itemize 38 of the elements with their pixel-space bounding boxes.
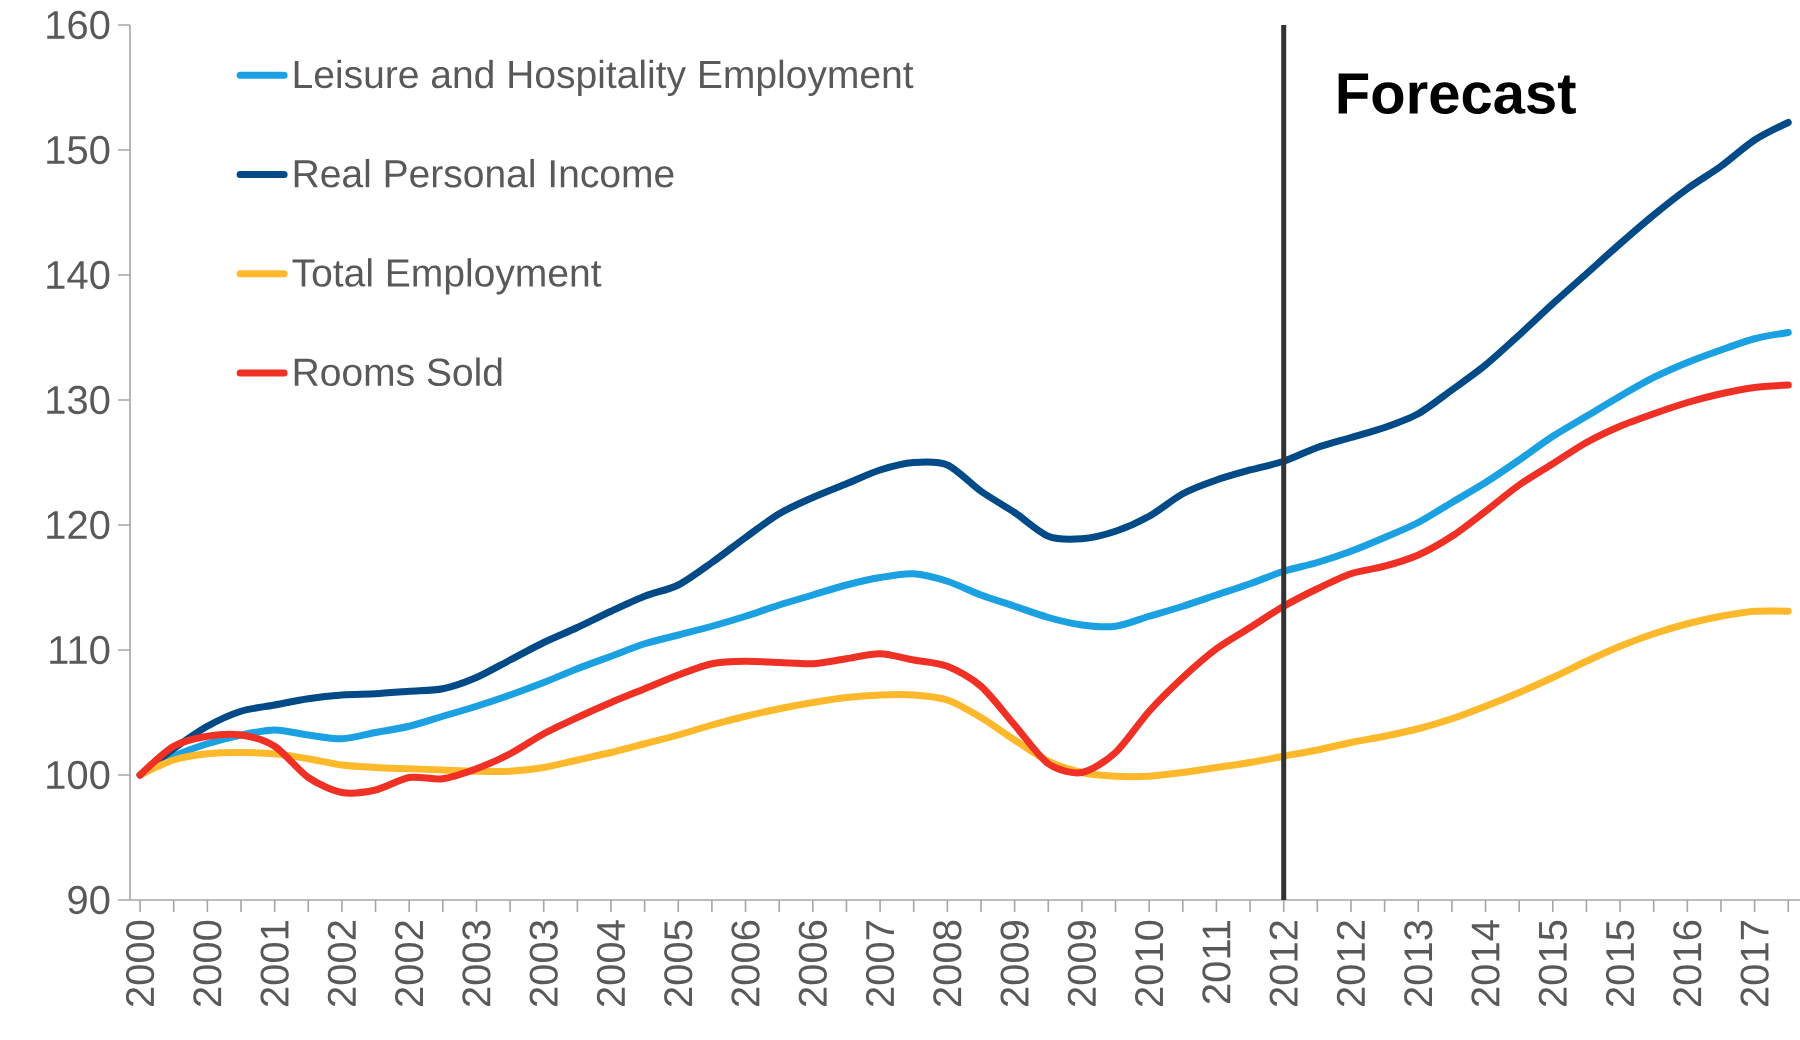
x-tick-label: 2008 bbox=[933, 920, 962, 1007]
x-tick-label: 2015 bbox=[1605, 920, 1635, 1007]
x-tick-label: 2001 bbox=[260, 921, 289, 1007]
legend-label: Total Employment bbox=[292, 258, 602, 295]
x-tick-label: 2006 bbox=[731, 920, 760, 1007]
x-tick-label: 2005 bbox=[664, 920, 693, 1007]
y-tick-label: 90 bbox=[68, 885, 110, 915]
x-tick-label: 2012 bbox=[1336, 921, 1366, 1007]
x-tick-label: 2012 bbox=[1269, 921, 1298, 1007]
x-tick-label: 2014 bbox=[1471, 920, 1500, 1007]
x-tick-label: 2016 bbox=[1673, 920, 1702, 1007]
legend-label: Real Personal Income bbox=[294, 158, 674, 188]
x-tick-label: 2013 bbox=[1404, 920, 1433, 1007]
x-tick-label: 2009 bbox=[1000, 920, 1029, 1007]
x-tick-label: 2000 bbox=[193, 920, 222, 1007]
y-tick-label: 100 bbox=[47, 760, 110, 790]
ref-line-label: Forecast bbox=[1338, 73, 1576, 114]
x-tick-label: 2003 bbox=[462, 920, 491, 1007]
y-tick-label: 120 bbox=[47, 510, 110, 540]
y-tick-label: 110 bbox=[50, 635, 110, 665]
y-tick-label: 140 bbox=[47, 260, 110, 290]
x-tick-label: 2004 bbox=[596, 920, 626, 1007]
x-tick-label: 2002 bbox=[327, 921, 357, 1007]
x-tick-label: 2006 bbox=[798, 920, 827, 1007]
legend-label: Leisure and Hospitality Employment bbox=[294, 59, 914, 96]
x-tick-label: 2000 bbox=[125, 920, 155, 1007]
x-tick-label: 2002 bbox=[395, 921, 424, 1007]
x-tick-label: 2015 bbox=[1538, 920, 1567, 1007]
y-tick-label: 150 bbox=[47, 135, 110, 165]
y-tick-label: 160 bbox=[47, 10, 110, 40]
x-tick-label: 2003 bbox=[529, 920, 558, 1007]
y-tick-label: 130 bbox=[47, 385, 110, 415]
x-tick-label: 2017 bbox=[1740, 921, 1769, 1007]
legend-label: Rooms Sold bbox=[294, 357, 502, 387]
x-tick-label: 2007 bbox=[865, 921, 895, 1007]
x-tick-label: 2010 bbox=[1135, 920, 1164, 1007]
x-tick-label: 2011 bbox=[1202, 921, 1231, 1004]
x-tick-label: 2009 bbox=[1067, 920, 1097, 1007]
